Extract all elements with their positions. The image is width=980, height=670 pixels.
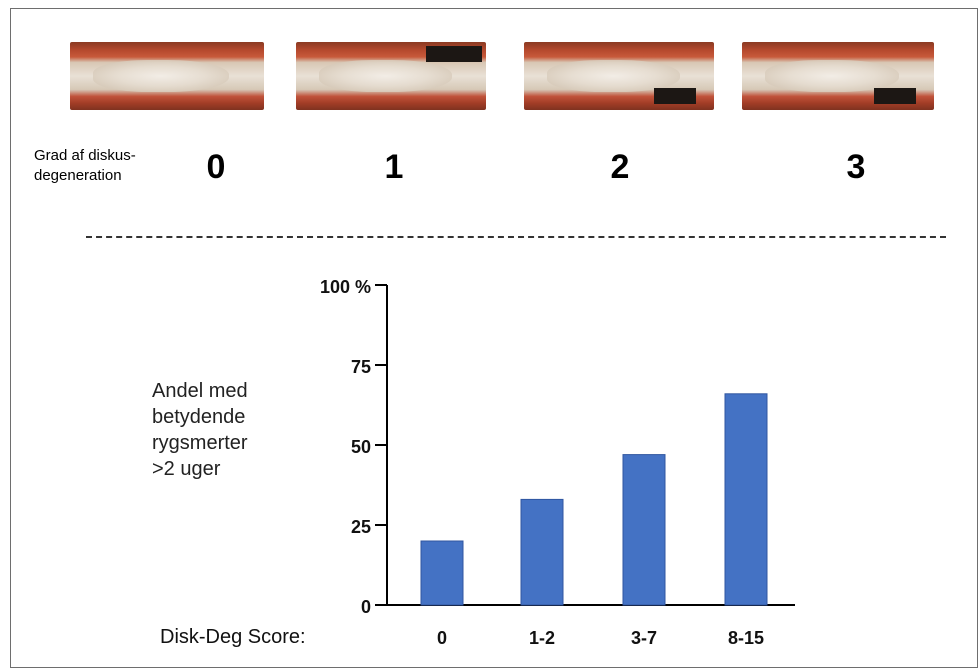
y-axis-label-line-2: betydende	[152, 406, 246, 428]
grade-label-line-2: degeneration	[34, 167, 122, 184]
y-axis-label-line-4: >2 uger	[152, 458, 221, 480]
disc-image-grade-1	[296, 42, 486, 110]
section-divider	[86, 236, 946, 238]
bar	[520, 498, 564, 606]
x-tick-label: 1-2	[529, 628, 555, 648]
disc-image-grade-2	[524, 42, 714, 110]
y-axis-label-line-1: Andel med	[152, 380, 248, 402]
x-tick-label: 8-15	[728, 628, 764, 648]
grade-number-3: 3	[846, 148, 866, 186]
bar	[724, 393, 768, 606]
x-tick-label: 0	[437, 628, 447, 648]
disc-image-grade-3	[742, 42, 934, 110]
x-tick-label: 3-7	[631, 628, 657, 648]
x-axis-label: Disk-Deg Score:	[160, 626, 306, 648]
disc-image-grade-0	[70, 42, 264, 110]
bar	[622, 454, 666, 606]
y-tick-label: 100 %	[320, 277, 371, 297]
bar	[420, 540, 464, 606]
grade-number-2: 2	[610, 148, 630, 186]
y-tick-label: 50	[351, 437, 371, 457]
y-tick-label: 0	[361, 597, 371, 617]
y-tick-label: 75	[351, 357, 371, 377]
grade-number-1: 1	[384, 148, 404, 186]
grade-label-line-1: Grad af diskus-	[34, 147, 136, 164]
grade-label: Grad af diskus- degeneration	[34, 146, 194, 186]
y-axis-label-line-3: rygsmerter	[152, 432, 248, 454]
figure-frame	[10, 8, 978, 668]
grade-number-0: 0	[206, 148, 226, 186]
y-axis-label: Andel med betydende rygsmerter >2 uger	[152, 378, 292, 482]
y-tick-label: 25	[351, 517, 371, 537]
